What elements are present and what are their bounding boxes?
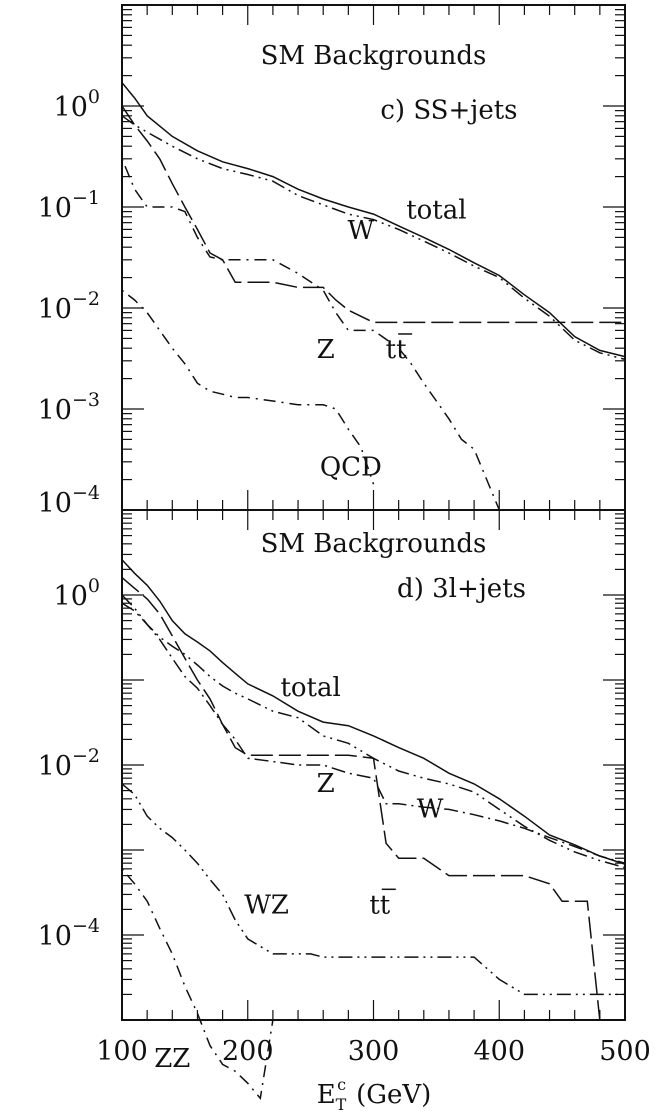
series-tt-line	[121, 577, 625, 1021]
x-tick-label: 400	[473, 1036, 525, 1067]
x-tick-label: 500	[599, 1036, 651, 1067]
y-tick-label: 10−2	[38, 288, 100, 325]
x-axis-label: ETc (GeV)	[317, 1075, 432, 1114]
plot-frame	[121, 509, 626, 1021]
label-w: W	[348, 216, 375, 246]
y-tick-label: 100	[54, 86, 100, 123]
series-wz-line	[121, 783, 625, 996]
label-subtitle: c) SS+jets	[380, 96, 517, 126]
label-title: SM Backgrounds	[261, 41, 487, 71]
y-tick-label: 10−4	[38, 915, 100, 952]
series-zz-line	[121, 868, 298, 1101]
series-total-line	[121, 559, 626, 865]
y-tick-label: 100	[54, 575, 100, 612]
label-z: Z	[317, 335, 335, 365]
y-tick-label: 10−4	[38, 482, 100, 519]
plot-frame	[121, 4, 626, 511]
series-w-line	[121, 594, 626, 869]
y-tick-label: 10−2	[38, 745, 100, 782]
series-total-line	[121, 82, 626, 358]
x-tick-label: 200	[222, 1036, 274, 1067]
panel-c-ss-jets: 100 10−1 10−2 10−3 10−4 SM Backgrounds c) SS+j…	[38, 4, 626, 519]
series-z-line	[121, 158, 625, 511]
panel-d-3l-jets: 100 10−2 10−4 SM Backgrounds d) 3l+jets total…	[38, 509, 626, 1101]
series-tt-line	[121, 105, 625, 324]
series-w-line	[121, 115, 626, 361]
x-tick-label: 300	[348, 1036, 400, 1067]
label-wz: WZ	[244, 890, 289, 920]
y-tick-label: 10−3	[38, 389, 100, 426]
label-z: Z	[317, 769, 335, 799]
series-z-line	[121, 602, 626, 864]
label-zz: ZZ	[154, 1044, 190, 1074]
label-subtitle: d) 3l+jets	[397, 574, 526, 604]
x-axis: 0 100 200 300 400 500 ETc(GeV)	[0, 1036, 651, 1114]
label-qcd: QCD	[320, 452, 382, 482]
label-total: total	[406, 195, 466, 225]
y-tick-label: 10−1	[38, 187, 100, 224]
x-tick-label: 0	[0, 1036, 1, 1067]
label-title: SM Backgrounds	[261, 529, 487, 559]
label-w: W	[417, 795, 444, 825]
label-tt: tt	[369, 890, 390, 920]
x-tick-label: 100	[96, 1036, 148, 1067]
label-tt: tt	[386, 335, 407, 365]
label-total: total	[280, 673, 340, 703]
